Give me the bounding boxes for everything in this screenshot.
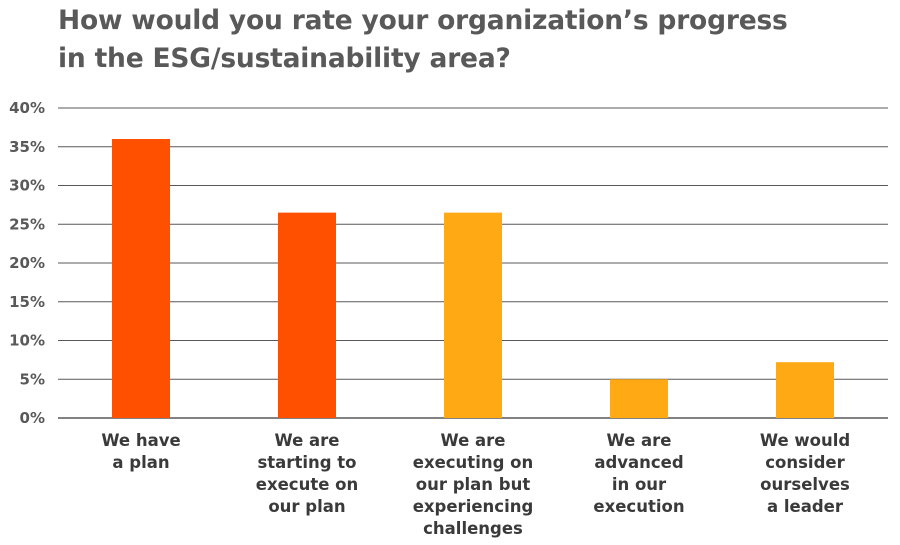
- x-category-label: We are advanced in our execution: [593, 431, 684, 516]
- bar: [444, 212, 502, 418]
- y-tick-label: 40%: [9, 99, 45, 117]
- y-tick-label: 30%: [9, 177, 45, 195]
- x-category-label: We have a plan: [101, 431, 180, 472]
- y-tick-label: 5%: [20, 370, 45, 388]
- chart-title-line-1: How would you rate your organization’s p…: [58, 5, 788, 36]
- y-tick-label: 20%: [9, 254, 45, 272]
- x-axis-category-labels: We have a plan We are starting to execute on…: [101, 431, 850, 538]
- y-tick-label: 25%: [9, 215, 45, 233]
- x-category-label: We are executing on our plan but experienci…: [413, 431, 534, 538]
- y-tick-label: 10%: [9, 332, 45, 350]
- bar: [278, 212, 336, 418]
- x-category-label: We are starting to execute on our plan: [256, 431, 358, 516]
- chart-title-line-2: in the ESG/sustainability area?: [58, 43, 511, 74]
- y-axis-tick-labels: 0% 5% 10% 15% 20% 25% 30% 35% 40%: [9, 99, 45, 427]
- bar: [610, 379, 668, 418]
- y-tick-label: 0%: [20, 409, 45, 427]
- bars: [112, 139, 834, 418]
- bar: [776, 362, 834, 418]
- y-tick-label: 35%: [9, 138, 45, 156]
- y-tick-label: 15%: [9, 293, 45, 311]
- x-category-label: We would consider ourselves a leader: [760, 431, 850, 516]
- gridlines: [58, 107, 888, 419]
- chart-title: How would you rate your organization’s p…: [58, 2, 888, 78]
- bar: [112, 139, 170, 418]
